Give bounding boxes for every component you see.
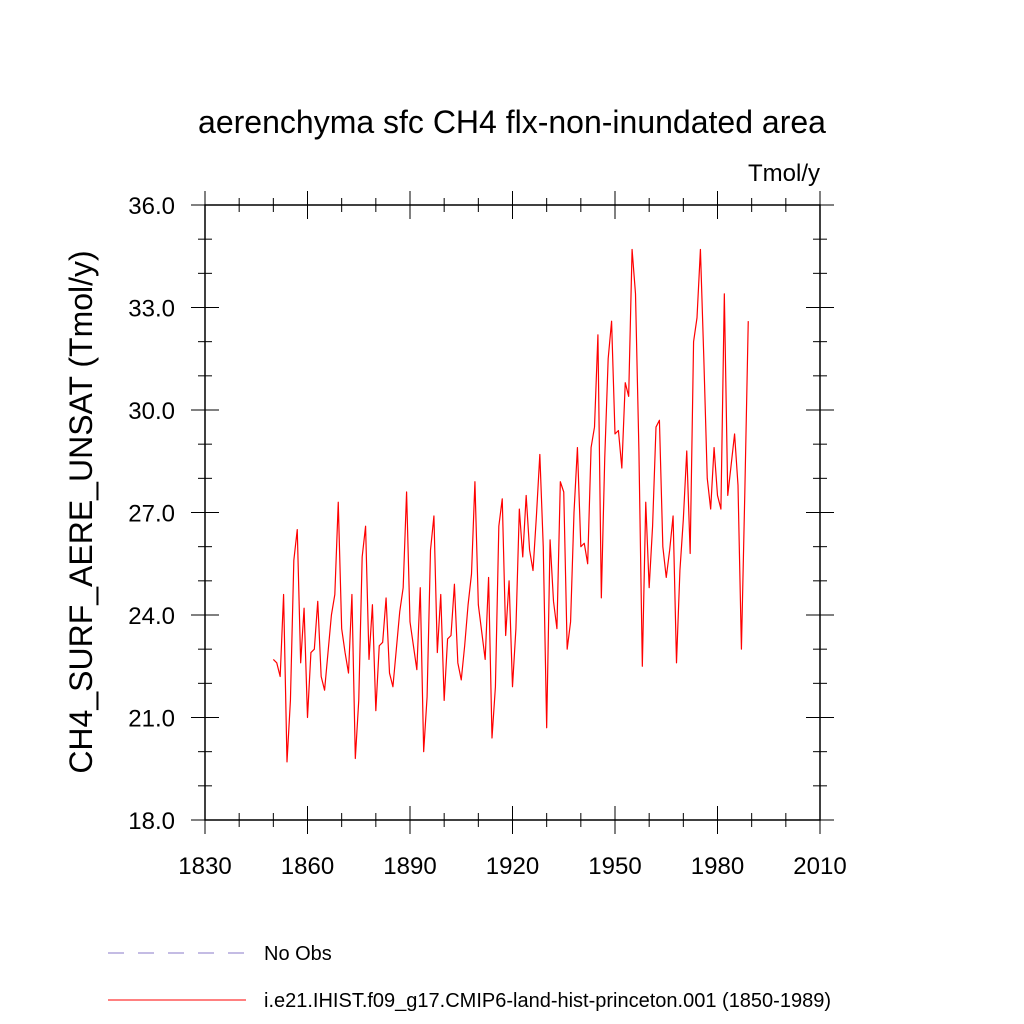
x-tick-label: 1980 [691, 853, 744, 880]
tick-labels: 1830 1860 1890 1920 1950 1980 2010 18.0 21.0 24.0… [128, 193, 846, 880]
y-tick-label: 21.0 [128, 706, 175, 733]
legend: No Obs i.e21.IHIST.f09_g17.CMIP6-land-his… [108, 943, 831, 1012]
x-tick-label: 2010 [793, 853, 846, 880]
y-tick-label: 30.0 [128, 398, 175, 425]
y-tick-label: 36.0 [128, 193, 175, 220]
chart-title: aerenchyma sfc CH4 flx-non-inundated are… [198, 104, 826, 140]
legend-label: i.e21.IHIST.f09_g17.CMIP6-land-hist-prin… [264, 990, 831, 1012]
y-tick-label: 33.0 [128, 296, 175, 323]
series-line [272, 248, 749, 763]
axis-ticks [191, 191, 834, 834]
units-label: Tmol/y [748, 160, 820, 187]
y-tick-label: 18.0 [128, 808, 175, 835]
plot-frame [204, 204, 821, 821]
x-tick-label: 1950 [588, 853, 641, 880]
x-tick-label: 1890 [383, 853, 436, 880]
x-tick-label: 1920 [486, 853, 539, 880]
y-tick-label: 27.0 [128, 501, 175, 528]
x-tick-label: 1830 [178, 853, 231, 880]
series-lines [272, 248, 749, 763]
legend-label: No Obs [264, 943, 332, 965]
y-axis-label: CH4_SURF_AERE_UNSAT (Tmol/y) [63, 250, 99, 773]
y-tick-label: 24.0 [128, 603, 175, 630]
x-tick-label: 1860 [281, 853, 334, 880]
